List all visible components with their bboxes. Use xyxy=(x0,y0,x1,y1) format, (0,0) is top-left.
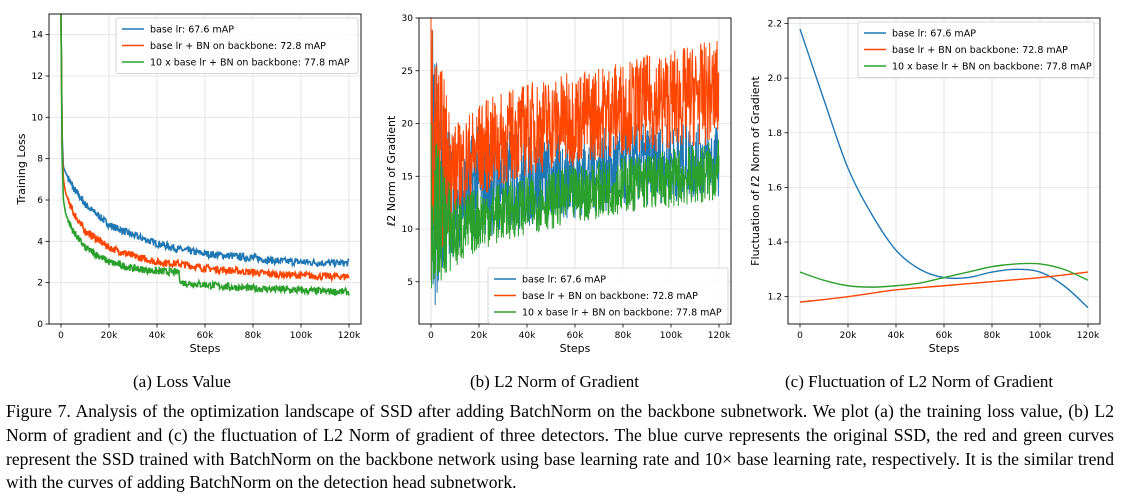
y-tick-label: 8 xyxy=(37,155,43,165)
y-tick-label: 12 xyxy=(32,72,43,82)
legend-box xyxy=(115,17,359,74)
y-tick-label: 5 xyxy=(407,278,413,288)
series-line-3 xyxy=(430,123,720,289)
y-tick-label: 2.2 xyxy=(768,19,782,29)
x-tick-label: 120k xyxy=(708,331,731,341)
y-tick-label: 15 xyxy=(402,172,413,182)
x-tick-label: 100k xyxy=(290,331,313,341)
x-tick-label: 20k xyxy=(101,331,118,341)
series-line-3 xyxy=(60,14,350,297)
legend-label: base lr + BN on backbone: 72.8 mAP xyxy=(892,45,1068,56)
y-axis-label: Training Loss xyxy=(15,133,28,205)
y-tick-label: 1.8 xyxy=(768,129,783,139)
y-tick-label: 30 xyxy=(402,14,414,24)
y-tick-label: 14 xyxy=(32,31,44,41)
x-tick-label: 60k xyxy=(197,331,214,341)
plot-area xyxy=(60,14,350,297)
y-axis-label: ℓ2 Norm of Gradient xyxy=(385,115,398,227)
series-line-2 xyxy=(430,18,720,281)
subcaption-a: (a) Loss Value xyxy=(133,372,231,391)
series-line-1 xyxy=(60,14,350,269)
x-tick-label: 20k xyxy=(471,331,488,341)
subcaption-b: (b) L2 Norm of Gradient xyxy=(470,372,640,391)
y-axis-label: Fluctuation of ℓ2 Norm of Gradient xyxy=(749,76,762,266)
figure-charts: 0 20k 40k 60k 80k 100k 120k 0 2 4 6 8 10 12 14 Steps Tra… xyxy=(15,13,1101,355)
subcaption-c: (c) Fluctuation of L2 Norm of Gradient xyxy=(785,372,1054,391)
y-tick-label: 6 xyxy=(37,196,43,206)
x-tick-label: 0 xyxy=(428,331,434,341)
series-line-2 xyxy=(799,271,1089,303)
y-tick-label: 2.0 xyxy=(768,74,783,84)
x-tick-label: 60k xyxy=(936,331,953,341)
legend-box xyxy=(857,21,1095,78)
x-tick-label: 40k xyxy=(519,331,536,341)
chart-3: 0 20k 40k 60k 80k 100k 120k 1.2 1.4 1.6 1.8 2.0 2.2 S… xyxy=(749,17,1101,355)
y-tick-label: 1.2 xyxy=(768,293,782,303)
legend: base lr: 67.6 mAP base lr + BN on backbon… xyxy=(115,17,359,74)
x-tick-label: 60k xyxy=(567,331,584,341)
x-tick-label: 120k xyxy=(1077,331,1100,341)
x-tick-label: 100k xyxy=(1029,331,1052,341)
figure-caption: Figure 7. Analysis of the optimization l… xyxy=(6,401,1114,493)
legend-label: base lr: 67.6 mAP xyxy=(522,275,606,286)
legend-box xyxy=(487,267,729,324)
x-axis-label: Steps xyxy=(929,342,960,355)
plot-area xyxy=(799,28,1089,309)
chart-1: 0 20k 40k 60k 80k 100k 120k 0 2 4 6 8 10 12 14 Steps Tra… xyxy=(15,13,362,355)
y-tick-label: 1.6 xyxy=(768,183,783,193)
x-axis-label: Steps xyxy=(560,342,591,355)
x-tick-label: 40k xyxy=(149,331,166,341)
x-tick-label: 20k xyxy=(840,331,857,341)
x-tick-label: 0 xyxy=(797,331,803,341)
x-tick-label: 80k xyxy=(615,331,632,341)
y-tick-label: 10 xyxy=(32,113,44,123)
y-tick-label: 2 xyxy=(37,279,43,289)
x-tick-label: 80k xyxy=(245,331,262,341)
series-line-2 xyxy=(60,14,350,283)
legend-label: 10 x base lr + BN on backbone: 77.8 mAP xyxy=(522,308,722,319)
x-tick-label: 100k xyxy=(660,331,683,341)
legend-label: base lr: 67.6 mAP xyxy=(150,25,234,36)
x-tick-label: 40k xyxy=(888,331,905,341)
legend: base lr: 67.6 mAP base lr + BN on backbon… xyxy=(857,21,1095,78)
y-tick-label: 25 xyxy=(402,67,413,77)
x-tick-label: 0 xyxy=(58,331,64,341)
x-tick-label: 80k xyxy=(984,331,1001,341)
legend: base lr: 67.6 mAP base lr + BN on backbon… xyxy=(487,267,729,324)
y-tick-label: 10 xyxy=(402,225,414,235)
plot-area xyxy=(430,18,720,306)
series-line-3 xyxy=(799,262,1089,288)
legend-label: 10 x base lr + BN on backbone: 77.8 mAP xyxy=(150,58,350,69)
y-tick-label: 1.4 xyxy=(768,238,783,248)
legend-label: base lr: 67.6 mAP xyxy=(892,29,976,40)
y-tick-label: 20 xyxy=(402,120,414,130)
legend-label: base lr + BN on backbone: 72.8 mAP xyxy=(150,41,326,52)
y-tick-label: 4 xyxy=(37,237,43,247)
legend-label: base lr + BN on backbone: 72.8 mAP xyxy=(522,291,698,302)
legend-label: 10 x base lr + BN on backbone: 77.8 mAP xyxy=(892,62,1092,73)
chart-2: 0 20k 40k 60k 80k 100k 120k 5 10 15 20 25 30 Steps ℓ2 … xyxy=(385,14,732,355)
x-axis-label: Steps xyxy=(190,342,221,355)
y-tick-label: 0 xyxy=(37,320,43,330)
x-tick-label: 120k xyxy=(338,331,361,341)
